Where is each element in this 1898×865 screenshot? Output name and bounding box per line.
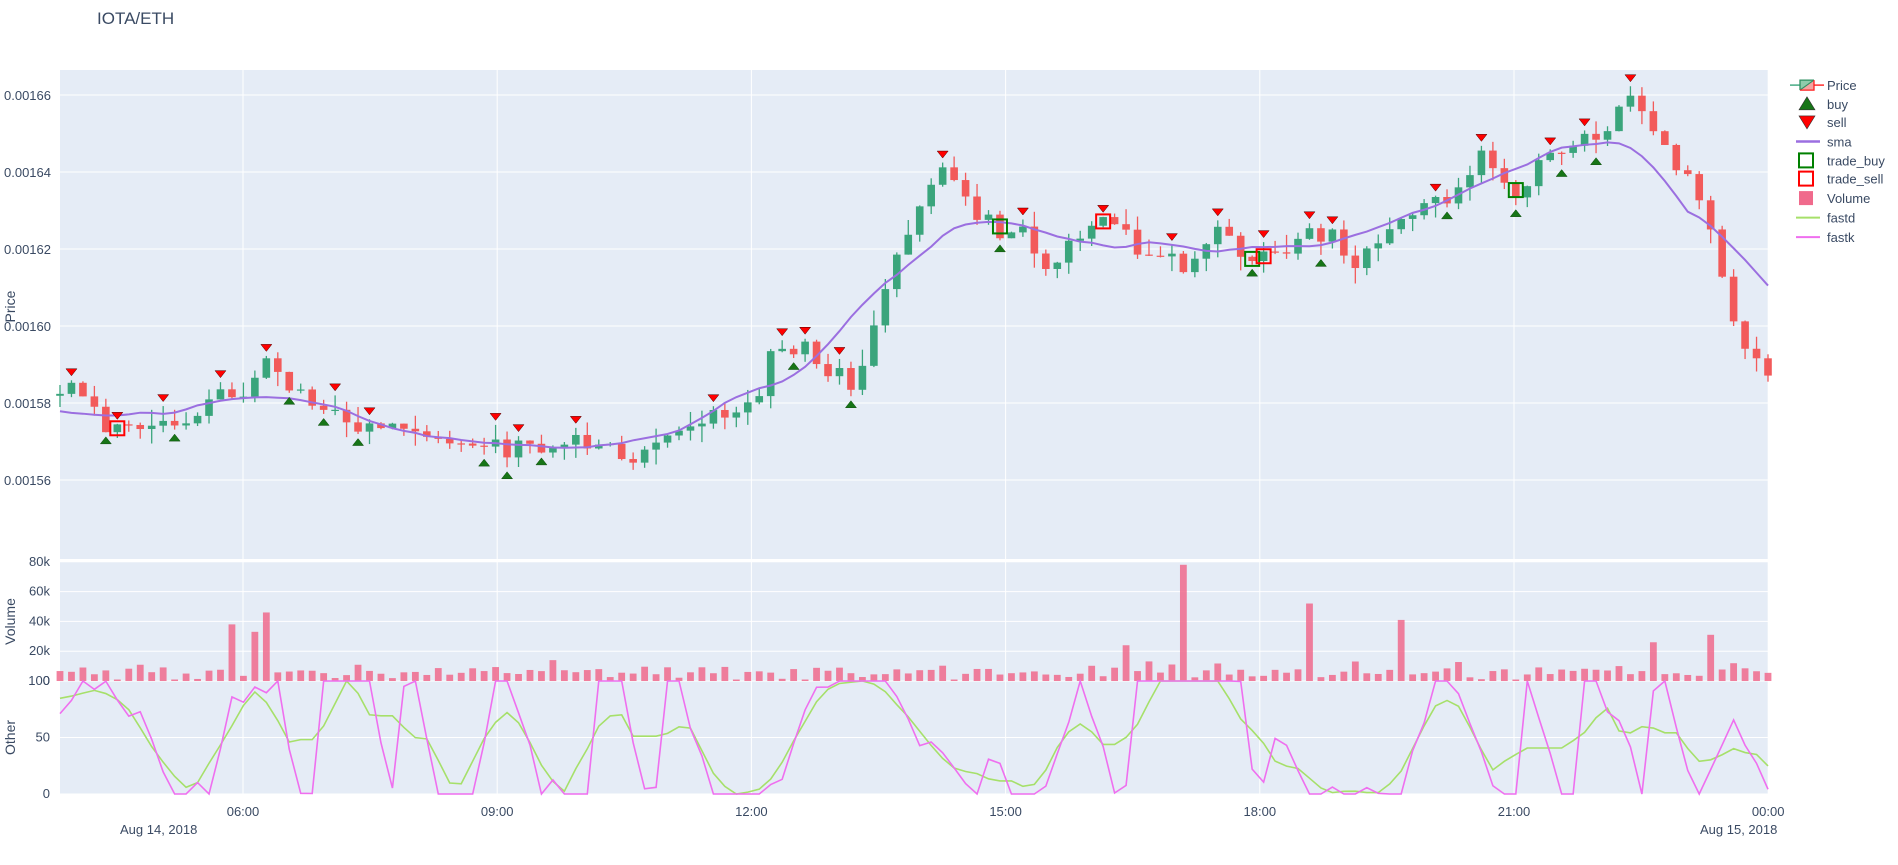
svg-text:0: 0: [43, 786, 50, 801]
svg-text:21:00: 21:00: [1498, 804, 1531, 819]
svg-text:20k: 20k: [29, 643, 50, 658]
svg-text:15:00: 15:00: [989, 804, 1022, 819]
svg-text:Volume: Volume: [2, 598, 18, 645]
svg-text:sell: sell: [1827, 115, 1847, 130]
svg-text:trade_sell: trade_sell: [1827, 172, 1883, 187]
svg-text:0.00158: 0.00158: [4, 396, 51, 411]
svg-text:fastk: fastk: [1827, 230, 1855, 245]
svg-text:09:00: 09:00: [481, 804, 514, 819]
svg-text:40k: 40k: [29, 613, 50, 628]
svg-text:buy: buy: [1827, 97, 1848, 112]
svg-text:0.00162: 0.00162: [4, 242, 51, 257]
svg-text:80k: 80k: [29, 554, 50, 569]
svg-text:60k: 60k: [29, 584, 50, 599]
svg-text:sma: sma: [1827, 135, 1852, 150]
svg-text:Other: Other: [2, 720, 18, 755]
svg-text:Volume: Volume: [1827, 191, 1870, 206]
svg-text:Aug 15, 2018: Aug 15, 2018: [1700, 822, 1777, 837]
svg-text:0.00166: 0.00166: [4, 88, 51, 103]
svg-text:18:00: 18:00: [1244, 804, 1277, 819]
svg-text:fastd: fastd: [1827, 211, 1855, 226]
svg-text:Price: Price: [2, 290, 18, 322]
svg-text:00:00: 00:00: [1752, 804, 1785, 819]
svg-text:100: 100: [28, 673, 50, 688]
svg-text:12:00: 12:00: [735, 804, 768, 819]
svg-text:50: 50: [36, 730, 50, 745]
svg-text:06:00: 06:00: [227, 804, 260, 819]
svg-text:Aug 14, 2018: Aug 14, 2018: [120, 822, 197, 837]
svg-text:Price: Price: [1827, 78, 1857, 93]
svg-text:0.00156: 0.00156: [4, 473, 51, 488]
svg-text:trade_buy: trade_buy: [1827, 153, 1885, 168]
svg-text:0.00164: 0.00164: [4, 165, 51, 180]
